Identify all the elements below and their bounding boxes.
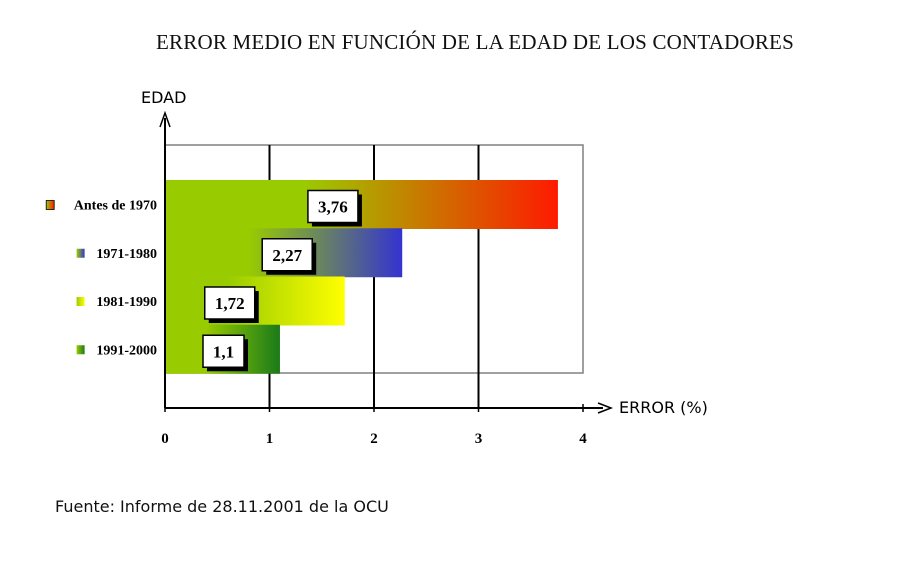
- value-label-box: [202, 334, 245, 368]
- x-tick-label: 3: [475, 431, 483, 447]
- x-tick-labels: 0 1 2 3 4: [161, 431, 587, 447]
- value-label-box: [203, 286, 256, 320]
- y-axis-arrow: [159, 110, 171, 128]
- category-swatch: [76, 297, 85, 306]
- value-label: 1,1: [213, 342, 234, 361]
- value-label: 3,76: [318, 198, 348, 217]
- x-tick-label: 0: [161, 431, 169, 447]
- category-swatch: [76, 345, 85, 355]
- value-labels: 3,76 2,27 1,72 1,1: [202, 189, 362, 372]
- x-axis-label: ERROR (%): [619, 398, 708, 417]
- value-label-box: [261, 238, 313, 272]
- category-labels: Antes de 1970 1971-1980 1981-1990 1991-2000: [45, 199, 157, 358]
- x-tick-label: 4: [579, 431, 587, 447]
- category-swatch: [76, 248, 85, 258]
- axes: [159, 110, 614, 414]
- x-tick-label: 1: [266, 431, 274, 447]
- category-swatch: [45, 200, 55, 210]
- chart-title: ERROR MEDIO EN FUNCIÓN DE LA EDAD DE LOS…: [156, 30, 794, 54]
- value-label-box: [307, 189, 359, 224]
- category-label: 1981-1990: [96, 295, 157, 310]
- category-label: Antes de 1970: [74, 199, 157, 214]
- bars: [165, 180, 558, 374]
- source-note: Fuente: Informe de 28.11.2001 de la OCU: [55, 497, 389, 516]
- x-axis-arrow: [597, 402, 614, 414]
- x-tick-label: 2: [370, 431, 378, 447]
- value-label: 1,72: [215, 294, 245, 313]
- category-label: 1971-1980: [96, 247, 157, 262]
- y-axis-label: EDAD: [141, 88, 186, 107]
- value-label: 2,27: [272, 246, 302, 265]
- category-label: 1991-2000: [96, 343, 157, 358]
